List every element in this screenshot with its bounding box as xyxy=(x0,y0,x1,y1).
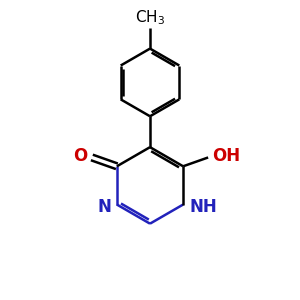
Text: CH$_3$: CH$_3$ xyxy=(135,8,165,26)
Text: N: N xyxy=(97,199,111,217)
Text: O: O xyxy=(73,147,88,165)
Text: NH: NH xyxy=(189,199,217,217)
Text: OH: OH xyxy=(212,147,241,165)
